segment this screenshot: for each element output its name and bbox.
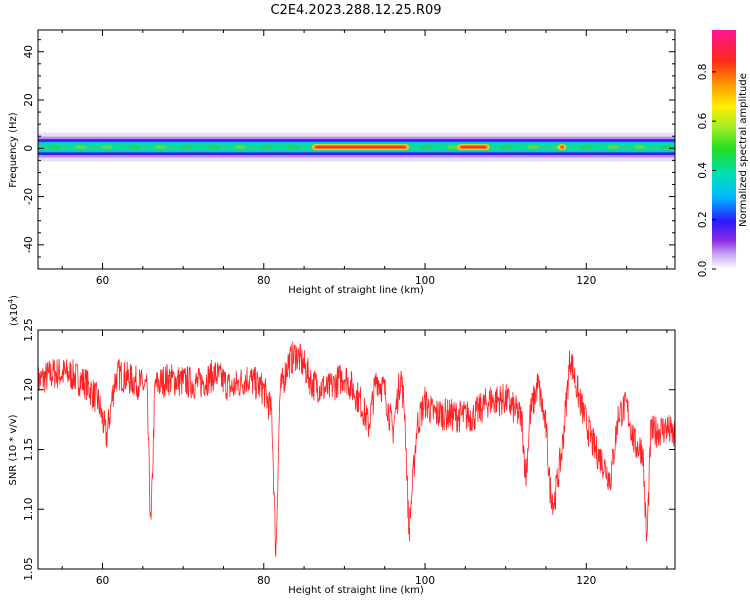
spectrogram-y-label: Frequency (Hz) xyxy=(8,112,19,188)
band-patch xyxy=(74,145,87,149)
snr-y-tick-label: 1.10 xyxy=(23,498,35,521)
band-patch xyxy=(500,145,513,149)
band-patch xyxy=(127,145,140,149)
band-patch xyxy=(260,145,273,149)
snr-scale-label: (x104) xyxy=(7,295,20,326)
hotspot-peak xyxy=(562,146,564,148)
band-patch xyxy=(580,145,593,149)
spectrogram-y-tick-label: 20 xyxy=(23,93,35,106)
spectrogram-x-label: Height of straight line (km) xyxy=(288,285,424,296)
spectrogram-x-tick-label: 120 xyxy=(576,275,596,287)
colorbar-tick-label: 0.2 xyxy=(697,211,709,228)
snr-y-tick-label: 1.25 xyxy=(23,318,35,341)
colorbar: 0.0 0.2 0.4 0.6 0.8 Normalized spectral ampl… xyxy=(697,30,749,277)
band-patch xyxy=(287,145,300,149)
band-patch xyxy=(154,145,167,149)
band-patch xyxy=(101,145,114,149)
spectrogram-y-tick-label: 40 xyxy=(23,45,35,58)
spectrogram-band xyxy=(38,132,675,162)
snr-y-tick-label: 1.05 xyxy=(23,557,35,580)
snr-x-tick-label: 80 xyxy=(257,575,270,587)
band-patch xyxy=(606,145,619,149)
band-patch xyxy=(447,145,460,149)
spectrogram-x-tick-label: 100 xyxy=(415,275,435,287)
spectrogram-x-tick-label: 80 xyxy=(257,275,270,287)
snr-y-label: SNR (10 * v/v) xyxy=(8,414,19,485)
band-hotspot xyxy=(312,144,409,151)
snr-y-tick-label: 1.15 xyxy=(23,438,35,461)
snr-frame xyxy=(37,329,676,570)
hotspot-peak xyxy=(461,146,486,148)
spectrogram-ticks: 60 80 100 120 40 20 0 -20 -40 xyxy=(23,30,675,287)
band-patch xyxy=(48,145,61,149)
spectrogram-panel: 60 80 100 120 40 20 0 -20 -40 Height of straight… xyxy=(8,29,676,296)
band-patch xyxy=(207,145,220,149)
colorbar-label: Normalized spectral amplitude xyxy=(738,73,749,227)
spectrogram-y-tick-label: -40 xyxy=(23,236,35,253)
snr-panel: 60 80 100 120 1.25 1.20 1.15 1.10 1.05 Height of… xyxy=(7,295,676,596)
spectrogram-y-tick-label: 0 xyxy=(23,145,35,152)
colorbar-tick-label: 0.0 xyxy=(697,261,709,278)
snr-scale-base: (x10 xyxy=(9,303,20,326)
colorbar-tick-label: 0.8 xyxy=(697,64,709,81)
snr-scale-close: ) xyxy=(9,295,20,299)
spectrogram-frame xyxy=(37,29,676,270)
band-hotspot xyxy=(558,144,567,151)
snr-x-label: Height of straight line (km) xyxy=(288,585,424,596)
band-patch xyxy=(234,145,247,149)
snr-trace xyxy=(38,341,675,557)
snr-scale-exp: 4 xyxy=(7,298,15,303)
spectrogram-y-tick-label: -20 xyxy=(23,188,35,205)
snr-x-tick-label: 60 xyxy=(96,575,109,587)
spectrogram-x-tick-label: 60 xyxy=(96,275,109,287)
colorbar-tick-label: 0.6 xyxy=(697,112,709,129)
snr-x-tick-label: 120 xyxy=(576,575,596,587)
hotspot-peak xyxy=(316,146,405,148)
band-patch xyxy=(633,145,646,149)
snr-x-tick-label: 100 xyxy=(415,575,435,587)
snr-ticks: 60 80 100 120 1.25 1.20 1.15 1.10 1.05 xyxy=(23,318,675,587)
band-hotspot xyxy=(457,144,490,151)
colorbar-ticks: 0.0 0.2 0.4 0.6 0.8 xyxy=(697,64,716,278)
band-patch xyxy=(181,145,194,149)
snr-y-tick-label: 1.20 xyxy=(23,378,35,401)
band-patch xyxy=(527,145,540,149)
chart-title: C2E4.2023.288.12.25.R09 xyxy=(270,3,441,18)
colorbar-tick-label: 0.4 xyxy=(697,162,709,179)
band-patch xyxy=(420,145,433,149)
colorbar-gradient xyxy=(712,30,736,269)
